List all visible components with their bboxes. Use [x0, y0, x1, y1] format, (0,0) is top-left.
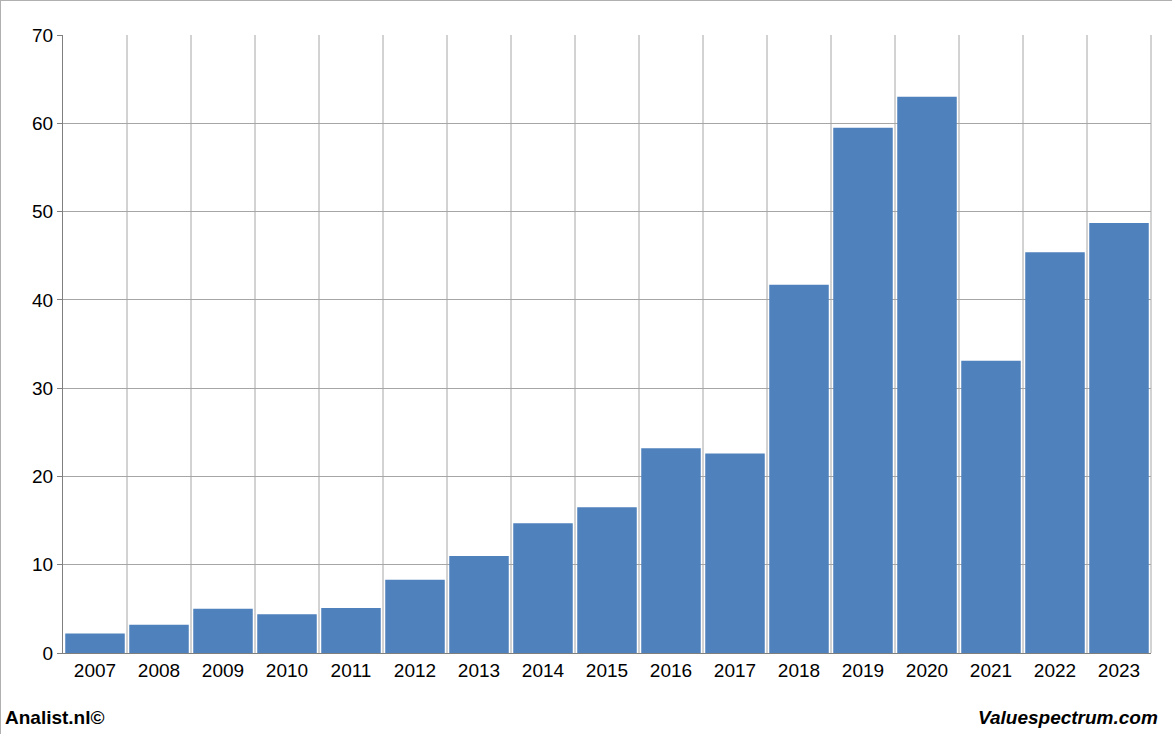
- svg-text:70: 70: [32, 25, 53, 46]
- svg-text:2013: 2013: [458, 660, 500, 681]
- svg-text:2015: 2015: [586, 660, 628, 681]
- svg-text:2019: 2019: [842, 660, 884, 681]
- svg-text:2014: 2014: [522, 660, 565, 681]
- svg-text:2011: 2011: [331, 660, 372, 681]
- svg-text:10: 10: [32, 554, 53, 575]
- svg-text:2021: 2021: [970, 660, 1012, 681]
- svg-text:20: 20: [32, 466, 53, 487]
- svg-text:2022: 2022: [1034, 660, 1076, 681]
- svg-text:2023: 2023: [1098, 660, 1140, 681]
- svg-text:2010: 2010: [266, 660, 308, 681]
- svg-text:2018: 2018: [778, 660, 820, 681]
- svg-text:Analist.nl©: Analist.nl©: [5, 707, 105, 728]
- svg-text:2017: 2017: [714, 660, 756, 681]
- svg-text:2008: 2008: [138, 660, 180, 681]
- svg-text:50: 50: [32, 201, 53, 222]
- svg-text:0: 0: [43, 643, 54, 664]
- svg-text:2007: 2007: [74, 660, 116, 681]
- svg-text:30: 30: [32, 378, 53, 399]
- svg-text:2012: 2012: [394, 660, 436, 681]
- svg-text:40: 40: [32, 290, 53, 311]
- svg-text:2009: 2009: [202, 660, 244, 681]
- svg-text:2016: 2016: [650, 660, 692, 681]
- svg-text:Valuespectrum.com: Valuespectrum.com: [978, 707, 1158, 728]
- svg-text:60: 60: [32, 113, 53, 134]
- svg-text:2020: 2020: [906, 660, 948, 681]
